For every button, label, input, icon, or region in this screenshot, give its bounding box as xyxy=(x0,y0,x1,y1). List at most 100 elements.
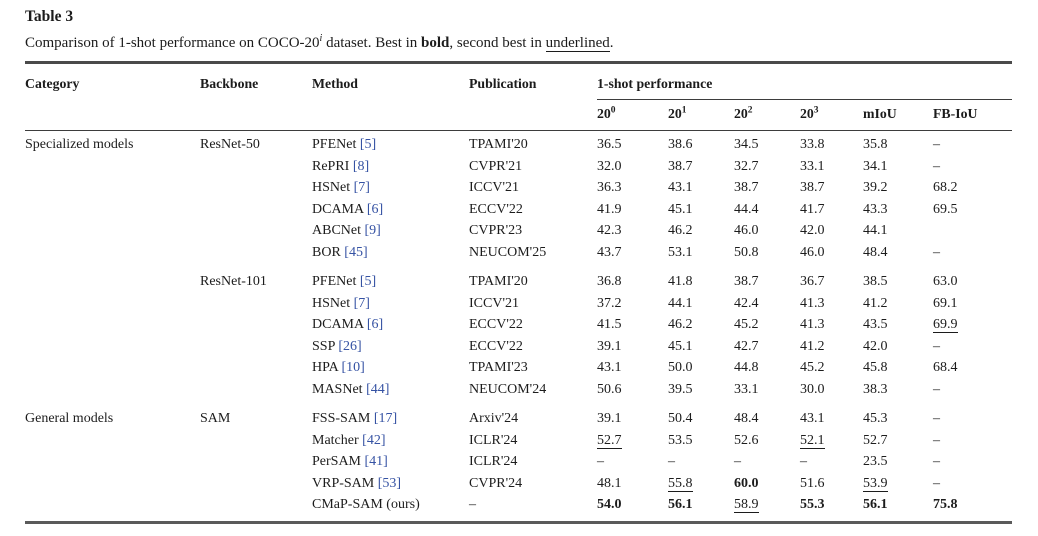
citation-link[interactable]: [5] xyxy=(359,274,377,289)
citation-link[interactable]: [9] xyxy=(364,223,381,238)
value-text: 63.0 xyxy=(933,274,958,289)
table-row: HSNet [7] ICCV'21 36.3 43.1 38.7 38.7 39.2 68.2 xyxy=(25,177,1012,199)
value-text: 46.2 xyxy=(668,223,693,238)
publication-cell: CVPR'23 xyxy=(469,223,523,238)
table-row: BOR [45] NEUCOM'25 43.7 53.1 50.8 46.0 48.4– xyxy=(25,242,1012,264)
value-cell: 36.8 xyxy=(597,271,668,293)
method-cell: FSS-SAM [17] xyxy=(312,408,469,430)
publication-cell: NEUCOM'24 xyxy=(469,381,547,397)
value-cell: 53.1 xyxy=(668,242,734,264)
value-text: 38.3 xyxy=(863,381,888,397)
value-text: 41.7 xyxy=(800,201,825,217)
value-cell: 46.0 xyxy=(734,220,800,242)
value-text: 37.2 xyxy=(597,295,622,311)
publication-cell: ECCV'22 xyxy=(469,338,523,354)
citation-link[interactable]: [5] xyxy=(359,137,377,152)
category-cell xyxy=(25,177,200,199)
publication-cell: TPAMI'20 xyxy=(469,274,528,289)
value-cell: 34.5 xyxy=(734,131,800,156)
caption-mid1: dataset. Best in xyxy=(322,35,422,51)
value-text: 45.2 xyxy=(800,360,825,375)
subcol-base: 20 xyxy=(734,106,748,121)
table-header: Category Backbone Method Publication 1-s… xyxy=(25,62,1013,131)
value-cell: 50.8 xyxy=(734,242,800,264)
value-text: 53.9 xyxy=(863,475,888,492)
value-cell: 43.7 xyxy=(597,242,668,264)
table-row: HSNet [7] ICCV'21 37.2 44.1 42.4 41.3 41.2 69.1 xyxy=(25,293,1012,315)
value-cell: – xyxy=(668,451,734,473)
value-cell: 41.9 xyxy=(597,199,668,221)
backbone-cell: ResNet-50 xyxy=(200,137,260,152)
table-row: Specialized models ResNet-50 PFENet [5] TPA… xyxy=(25,131,1012,156)
value-cell: 55.8 xyxy=(668,473,734,495)
value-text: – xyxy=(933,244,940,260)
method-cell: RePRI [8] xyxy=(312,156,469,178)
method-cell: SSP [26] xyxy=(312,336,469,358)
citation-link[interactable]: [42] xyxy=(362,432,386,448)
method-name: RePRI xyxy=(312,158,350,174)
citation-link[interactable]: [44] xyxy=(366,381,390,397)
citation-link[interactable]: [8] xyxy=(352,158,370,174)
value-cell: 48.4 xyxy=(734,408,800,430)
citation-link[interactable]: [26] xyxy=(338,338,362,354)
value-cell: 53.5 xyxy=(668,430,734,452)
value-text: 45.1 xyxy=(668,338,693,354)
citation-link[interactable]: [7] xyxy=(353,295,370,311)
value-text: 45.2 xyxy=(734,317,759,332)
value-cell: 41.2 xyxy=(800,336,863,358)
value-text: 38.7 xyxy=(734,274,759,289)
citation-link[interactable]: [45] xyxy=(344,244,368,260)
value-text: – xyxy=(800,454,807,469)
subcol-sup: 3 xyxy=(813,105,819,116)
citation-link[interactable]: [6] xyxy=(366,317,384,332)
caption-underlined-word: underlined xyxy=(545,35,610,52)
value-cell: 38.7 xyxy=(800,177,863,199)
value-text: 33.1 xyxy=(800,158,825,174)
col-header-20-3: 203 xyxy=(800,99,863,131)
value-text: 34.1 xyxy=(863,158,888,174)
value-text: 50.0 xyxy=(668,360,693,375)
value-text: 39.1 xyxy=(597,411,622,426)
table-row: DCAMA [6] ECCV'22 41.5 46.2 45.2 41.3 43.5 69.9 xyxy=(25,314,1012,336)
caption-end: . xyxy=(609,35,614,51)
value-text: 42.0 xyxy=(800,223,825,238)
value-text: 50.6 xyxy=(597,381,622,397)
citation-link[interactable]: [7] xyxy=(353,180,370,195)
backbone-cell xyxy=(200,494,312,522)
value-cell: 46.2 xyxy=(668,314,734,336)
backbone-cell xyxy=(200,199,312,221)
citation-link[interactable]: [17] xyxy=(373,411,398,426)
value-cell: 34.1 xyxy=(863,156,933,178)
citation-link[interactable]: [10] xyxy=(341,360,365,375)
citation-link[interactable]: [53] xyxy=(377,475,402,491)
citation-link[interactable]: [41] xyxy=(364,454,388,469)
value-cell: 33.1 xyxy=(734,379,800,401)
method-name: PFENet xyxy=(312,274,357,289)
value-cell: 35.8 xyxy=(863,131,933,156)
value-text: 45.3 xyxy=(863,411,888,426)
value-cell: – xyxy=(933,379,1012,401)
value-cell: 48.4 xyxy=(863,242,933,264)
value-text: 36.7 xyxy=(800,274,825,289)
value-text: 69.5 xyxy=(933,201,958,217)
value-cell: 38.5 xyxy=(863,271,933,293)
citation-link[interactable]: [6] xyxy=(366,201,384,217)
value-cell: – xyxy=(933,408,1012,430)
value-cell: 45.1 xyxy=(668,199,734,221)
value-cell: 42.0 xyxy=(800,220,863,242)
method-name: HSNet xyxy=(312,180,351,195)
subcol-sup: 1 xyxy=(681,105,687,116)
spacer-cell xyxy=(25,263,1012,271)
publication-cell: CVPR'24 xyxy=(469,475,523,491)
value-text: 23.5 xyxy=(863,454,888,469)
value-text: 55.8 xyxy=(668,475,693,492)
value-cell: 39.1 xyxy=(597,408,668,430)
backbone-cell xyxy=(200,156,312,178)
value-cell: 69.1 xyxy=(933,293,1012,315)
table-row: SSP [26] ECCV'22 39.1 45.1 42.7 41.2 42.0– xyxy=(25,336,1012,358)
value-cell: 69.9 xyxy=(933,314,1012,336)
value-cell: 50.0 xyxy=(668,357,734,379)
value-cell: 46.0 xyxy=(800,242,863,264)
value-text: 44.1 xyxy=(668,295,693,311)
caption-lead: Comparison of 1-shot performance on COCO… xyxy=(25,35,320,51)
